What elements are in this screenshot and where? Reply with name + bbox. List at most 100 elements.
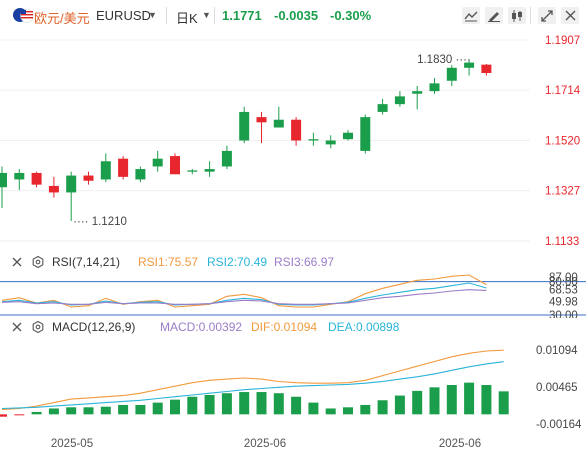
- price-change: -0.0035: [274, 8, 319, 23]
- macd-histogram-bar: [256, 392, 267, 415]
- y-tick-label: 0.00465: [536, 382, 578, 394]
- candle-body: [325, 140, 336, 145]
- symbol-name-cn[interactable]: 欧元/美元: [34, 11, 90, 26]
- candle-body: [83, 175, 94, 181]
- draw-icon: [488, 11, 500, 22]
- candle-body: [31, 172, 42, 185]
- macd-histogram-bar: [394, 395, 405, 415]
- price-change-pct: -0.30%: [330, 8, 372, 23]
- eu-us-flag-icon: [13, 8, 34, 23]
- candle-body: [446, 67, 457, 81]
- macd-chart[interactable]: 0.01094 0.00465 -0.00164 2025-05 2025-06 2025…: [0, 337, 586, 453]
- macd-histogram-bar: [429, 387, 440, 415]
- candle-body: [239, 111, 250, 141]
- candle-body: [170, 156, 180, 175]
- candle-body: [308, 139, 319, 141]
- y-tick-label: 80.00: [549, 277, 578, 289]
- close-icon[interactable]: [12, 322, 22, 332]
- expand-button[interactable]: [538, 7, 556, 24]
- symbol-code[interactable]: EURUSD: [96, 8, 151, 23]
- macd-histogram-bar: [360, 404, 371, 415]
- x-tick-label: 2025-06: [244, 438, 286, 450]
- macd-histogram-bar: [14, 414, 25, 416]
- candle-body: [187, 170, 198, 172]
- low-price-label: ···· 1.1210: [73, 216, 127, 228]
- macd-histogram-bar: [343, 407, 353, 415]
- macd-label: MACD(12,26,9): [52, 320, 136, 334]
- candle-body: [152, 158, 163, 167]
- macd-histogram-bar: [412, 390, 423, 415]
- chart-type-button[interactable]: [462, 7, 480, 24]
- macd-histogram-bar: [135, 404, 146, 415]
- candle-body: [343, 132, 353, 140]
- settings-icon[interactable]: [32, 321, 44, 333]
- macd-series-line-dif: [1, 349, 504, 411]
- candle-body: [412, 91, 423, 94]
- y-tick-label: 87.00: [549, 272, 578, 284]
- macd-histogram-bar: [187, 396, 198, 415]
- candle-body: [100, 161, 111, 180]
- settings-icon[interactable]: [32, 256, 44, 268]
- y-tick-label: 1.1133: [545, 236, 579, 248]
- last-price: 1.1771: [222, 8, 262, 23]
- macd-histogram-bar: [66, 407, 77, 415]
- candle-style-button[interactable]: [508, 7, 526, 24]
- macd-histogram-bar: [446, 385, 457, 415]
- expand-icon: [541, 9, 553, 22]
- candle-body: [291, 119, 302, 141]
- x-tick-label: 2025-06: [439, 438, 481, 450]
- macd-histogram-bar: [118, 404, 129, 415]
- macd-histogram-bar: [325, 408, 336, 415]
- candle-body: [464, 62, 475, 68]
- candle-body: [14, 172, 25, 180]
- y-tick-label: -0.00164: [536, 419, 582, 431]
- y-tick-label: 1.1907: [545, 35, 580, 47]
- close-button[interactable]: [561, 7, 579, 24]
- draw-tool-button[interactable]: [485, 7, 503, 24]
- candle-style-icon: [512, 9, 522, 22]
- timeframe-dropdown-icon[interactable]: ▼: [202, 10, 211, 20]
- chart-header: 欧元/美元 EURUSD ▼ 日K ▼ 1.1771 -0.0035 -0.30…: [0, 0, 586, 30]
- rsi1-value: RSI1:75.57: [138, 255, 199, 269]
- macd-histogram-bar: [273, 393, 284, 415]
- macd-value: MACD:0.00392: [160, 320, 243, 334]
- candle-body: [394, 96, 405, 105]
- candlestick-chart[interactable]: 1.1907 1.1714 1.1520 1.1327 1.1133 1.1830 ···…: [0, 30, 586, 252]
- close-icon[interactable]: [12, 257, 22, 267]
- macd-histogram-bar: [48, 408, 59, 415]
- macd-histogram-bar: [152, 402, 163, 415]
- macd-histogram-bar: [221, 393, 232, 415]
- y-tick-label: 68.53: [549, 284, 578, 296]
- macd-histogram-bar: [100, 406, 111, 415]
- candle-body: [221, 150, 232, 167]
- y-tick-label: 0.01094: [536, 345, 578, 357]
- y-tick-label: 30.00: [549, 310, 578, 318]
- dea-value: DEA:0.00898: [328, 320, 400, 334]
- dif-value: DIF:0.01094: [251, 320, 318, 334]
- x-tick-label: 2025-05: [51, 438, 93, 450]
- macd-histogram-bar: [0, 414, 7, 417]
- chart-type-icon: [464, 11, 478, 21]
- candle-body: [481, 64, 492, 73]
- rsi-label: RSI(7,14,21): [52, 255, 121, 269]
- y-tick-label: 1.1714: [545, 85, 581, 97]
- timeframe-selector[interactable]: 日K: [176, 11, 198, 26]
- divider: [166, 7, 167, 24]
- macd-histogram-bar: [204, 394, 215, 415]
- rsi2-value: RSI2:70.49: [207, 255, 268, 269]
- rsi-series-line-rsi1: [1, 274, 487, 308]
- macd-histogram-bar: [170, 399, 180, 415]
- macd-histogram-bar: [291, 396, 302, 415]
- candle-body: [204, 169, 215, 172]
- candle-body: [118, 158, 129, 177]
- y-tick-label: 49.98: [549, 297, 578, 309]
- y-tick-label: 1.1327: [545, 186, 580, 198]
- candle-body: [377, 104, 388, 112]
- candle-body: [48, 185, 59, 193]
- symbol-dropdown-icon[interactable]: ▼: [148, 10, 157, 20]
- high-price-label: 1.1830 ····: [417, 54, 471, 66]
- candle-body: [66, 175, 77, 193]
- candle-body: [360, 117, 371, 151]
- candle-body: [135, 169, 146, 180]
